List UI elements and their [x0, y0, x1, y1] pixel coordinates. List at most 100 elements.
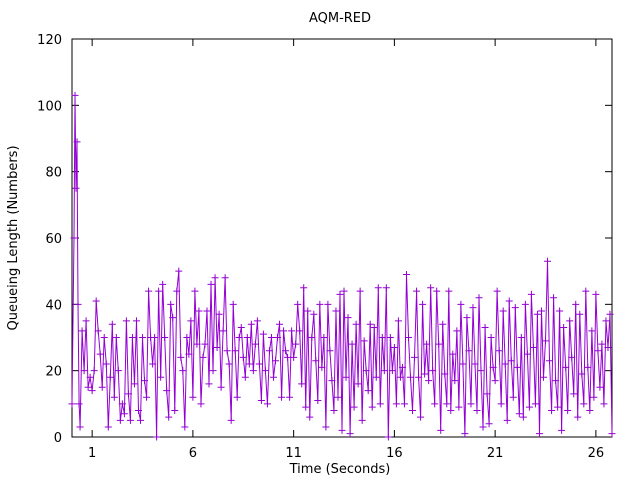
data-point	[213, 343, 221, 351]
data-point	[197, 400, 205, 408]
data-point	[485, 420, 493, 428]
data-point	[98, 383, 106, 391]
x-tick-label: 16	[386, 446, 403, 461]
data-point	[523, 350, 531, 358]
data-point	[241, 373, 249, 381]
data-point	[451, 377, 459, 385]
data-point	[100, 334, 108, 341]
data-point	[517, 334, 525, 341]
data-point	[145, 287, 153, 295]
data-point	[539, 373, 547, 381]
data-point	[590, 393, 598, 401]
data-point	[225, 360, 233, 368]
data-point	[94, 327, 102, 335]
data-point	[404, 334, 412, 341]
data-point	[118, 400, 126, 408]
data-point	[409, 406, 417, 414]
data-point	[568, 353, 576, 361]
data-point	[243, 334, 251, 341]
data-point	[253, 317, 261, 325]
data-point	[267, 334, 275, 341]
data-point	[71, 91, 79, 99]
data-point	[370, 324, 378, 332]
data-point	[602, 317, 610, 325]
data-point	[274, 334, 282, 341]
data-point	[358, 416, 366, 424]
data-point	[235, 334, 243, 341]
data-point	[328, 377, 336, 385]
data-point	[175, 267, 183, 275]
data-point	[217, 383, 225, 391]
data-point	[350, 403, 358, 411]
data-point	[574, 413, 582, 421]
data-point	[348, 340, 356, 348]
data-point	[473, 406, 481, 414]
data-point	[177, 353, 185, 361]
x-tick-label: 21	[487, 446, 504, 461]
data-point	[465, 347, 473, 355]
data-point	[247, 320, 255, 328]
data-point	[537, 307, 545, 315]
data-point	[334, 393, 342, 401]
data-point	[257, 397, 265, 405]
data-point	[505, 297, 513, 305]
data-point	[223, 347, 231, 355]
y-tick-label: 40	[45, 298, 62, 313]
data-point	[461, 430, 469, 438]
data-point	[231, 347, 239, 355]
data-point	[151, 334, 159, 341]
data-point	[346, 430, 354, 438]
data-point	[586, 406, 594, 414]
data-point	[215, 310, 223, 318]
data-point	[195, 307, 203, 315]
data-point	[511, 304, 519, 312]
data-point	[265, 347, 273, 355]
data-point	[513, 363, 521, 371]
data-point	[171, 406, 179, 414]
x-axis: 1 6 11 16 21 26	[88, 39, 604, 461]
data-point	[120, 410, 128, 418]
data-point	[501, 360, 509, 368]
data-point	[239, 353, 247, 361]
data-point	[372, 373, 380, 381]
data-point	[207, 280, 215, 288]
data-point	[481, 324, 489, 332]
data-point	[515, 410, 523, 418]
data-point	[578, 370, 586, 378]
data-point	[340, 287, 348, 295]
data-point	[201, 340, 209, 348]
data-point	[519, 413, 527, 421]
data-point	[457, 300, 465, 308]
data-point	[96, 350, 104, 358]
data-point	[181, 423, 189, 431]
data-point	[356, 287, 364, 295]
data-point	[596, 383, 604, 391]
data-point	[330, 406, 338, 414]
data-point	[185, 350, 193, 358]
data-point	[588, 327, 596, 335]
data-point	[360, 337, 368, 345]
data-point	[443, 400, 451, 408]
data-point	[70, 234, 78, 242]
data-point	[139, 334, 147, 341]
data-point	[110, 393, 118, 401]
data-point	[203, 307, 211, 315]
data-point	[411, 353, 419, 361]
data-point	[576, 310, 584, 318]
data-point	[165, 413, 173, 421]
data-point	[298, 380, 306, 388]
data-point	[479, 423, 487, 431]
data-point	[106, 373, 114, 381]
data-point	[130, 380, 138, 388]
data-point	[594, 347, 602, 355]
data-point	[382, 284, 390, 292]
data-point	[477, 367, 485, 375]
data-point	[88, 387, 96, 395]
data-point	[344, 314, 352, 322]
data-point	[455, 403, 463, 411]
data-point	[126, 416, 134, 424]
x-tick-label: 11	[285, 446, 302, 461]
data-point	[427, 284, 435, 292]
data-point	[604, 343, 612, 351]
